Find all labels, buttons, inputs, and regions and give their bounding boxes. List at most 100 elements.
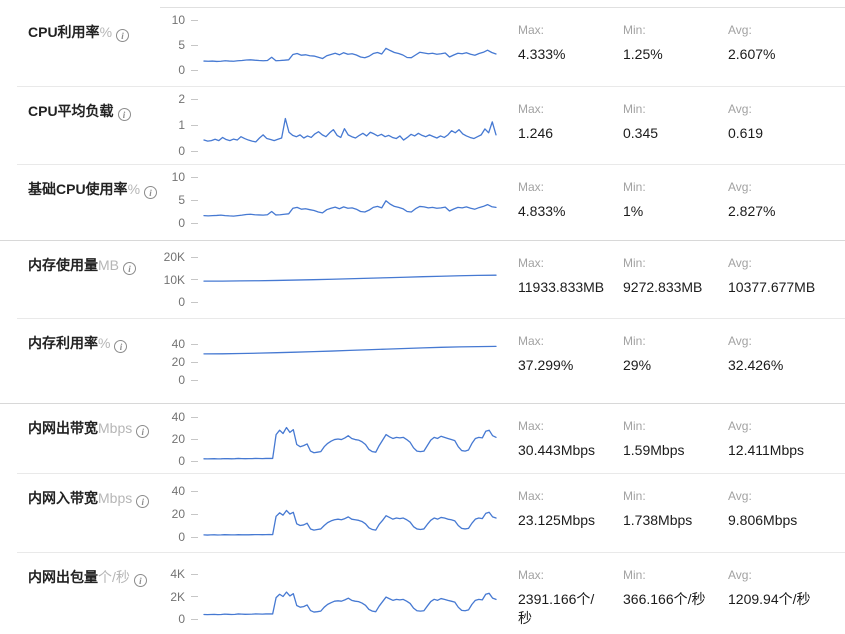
metric-label: 内存使用量MB i — [28, 240, 158, 275]
stat-min-label: Min: — [623, 180, 646, 194]
stat-avg: Avg: 12.411Mbps — [728, 403, 833, 460]
y-axis-tick: 10K — [164, 273, 198, 287]
y-axis-tick: 10 — [172, 170, 198, 184]
y-axis-tick-label: 0 — [178, 144, 185, 158]
stat-max-label: Max: — [518, 489, 545, 503]
info-icon[interactable]: i — [114, 340, 128, 353]
y-axis-tick-label: 5 — [178, 38, 185, 52]
y-axis-tick: 0 — [178, 295, 198, 309]
stat-max: Max: 23.125Mbps — [518, 473, 623, 530]
tick-dash — [191, 301, 198, 303]
info-icon[interactable]: i — [133, 574, 147, 587]
y-axis-tick-label: 0 — [178, 295, 185, 309]
sparkline-chart[interactable] — [204, 417, 496, 461]
stat-min-value: 1.25% — [623, 46, 663, 62]
metric-label: 基础CPU使用率% i — [28, 164, 158, 199]
metric-unit: % — [127, 181, 141, 197]
stat-min-value: 9272.833MB — [623, 279, 703, 295]
stat-max: Max: 11933.833MB — [518, 240, 623, 297]
tick-dash — [191, 416, 198, 418]
y-axis-tick: 20 — [172, 355, 198, 369]
y-axis-tick: 20 — [172, 507, 198, 521]
sparkline-chart[interactable] — [204, 574, 496, 619]
stat-min-label: Min: — [623, 256, 646, 270]
stat-max: Max: 2391.166个/秒 — [518, 552, 623, 628]
sparkline-svg — [204, 491, 496, 537]
y-axis-tick: 4K — [170, 567, 198, 581]
tick-dash — [191, 222, 198, 224]
stat-avg-label: Avg: — [728, 102, 752, 116]
metric-name: CPU利用率 — [28, 24, 100, 40]
tick-dash — [191, 124, 198, 126]
y-axis-tick: 20 — [172, 432, 198, 446]
y-axis: 10 5 0 — [158, 13, 204, 77]
y-axis-tick-label: 2K — [170, 589, 185, 604]
sparkline-line — [204, 428, 496, 459]
y-axis-tick-label: 40 — [171, 484, 185, 498]
metric-name: 内存利用率 — [28, 335, 98, 351]
stat-max-value: 37.299% — [518, 357, 574, 373]
info-icon[interactable]: i — [116, 29, 130, 42]
sparkline-line — [204, 346, 496, 354]
stat-max-label: Max: — [518, 568, 545, 582]
stat-min-label: Min: — [623, 334, 646, 348]
stat-min-value: 366.166个/秒 — [623, 591, 706, 607]
tick-dash — [191, 19, 198, 21]
y-axis-tick: 0 — [178, 373, 198, 387]
sparkline-svg — [204, 257, 496, 302]
stat-max-label: Max: — [518, 256, 545, 270]
tick-dash — [191, 176, 198, 178]
metric-row: 内存利用率% i 40 20 0 Max: 37.299% Min: 29% Av… — [0, 318, 845, 403]
metric-unit: Mbps — [98, 490, 133, 506]
panel-top-border — [160, 7, 845, 8]
stat-min-label: Min: — [623, 23, 646, 37]
y-axis-tick: 0 — [178, 63, 198, 77]
metric-name: 基础CPU使用率 — [28, 181, 128, 197]
metric-label: CPU利用率% i — [28, 7, 158, 42]
sparkline-chart[interactable] — [204, 20, 496, 70]
y-axis-tick-label: 0 — [178, 216, 185, 230]
y-axis-tick-label: 10 — [171, 13, 185, 27]
info-icon[interactable]: i — [123, 262, 136, 275]
y-axis: 4K 2K 0 — [158, 567, 204, 626]
tick-dash — [191, 256, 198, 258]
sparkline-svg — [204, 177, 496, 223]
stat-min-label: Min: — [623, 568, 646, 582]
y-axis: 40 20 0 — [158, 484, 204, 544]
y-axis-tick-label: 0 — [178, 530, 185, 544]
stat-max: Max: 37.299% — [518, 318, 623, 375]
metric-name: 内网入带宽 — [28, 490, 98, 506]
info-icon[interactable]: i — [117, 108, 131, 121]
stat-avg: Avg: 2.827% — [728, 164, 833, 221]
stat-avg-label: Avg: — [728, 419, 752, 433]
tick-dash — [191, 343, 198, 345]
info-icon[interactable]: i — [136, 495, 150, 508]
tick-dash — [191, 618, 198, 620]
sparkline-chart[interactable] — [204, 491, 496, 537]
y-axis-tick-label: 0 — [178, 373, 185, 387]
tick-dash — [191, 573, 198, 575]
stat-max-label: Max: — [518, 419, 545, 433]
y-axis-tick: 0 — [178, 144, 198, 158]
stat-max-value: 23.125Mbps — [518, 512, 596, 528]
sparkline-line — [204, 48, 496, 61]
stat-min-value: 1.738Mbps — [623, 512, 693, 528]
info-icon[interactable]: i — [136, 425, 150, 438]
info-icon[interactable]: i — [144, 186, 158, 199]
stat-min: Min: 29% — [623, 318, 728, 375]
y-axis-tick-label: 20 — [171, 355, 185, 369]
sparkline-chart[interactable] — [204, 99, 496, 151]
tick-dash — [191, 199, 198, 201]
metric-unit: MB — [98, 257, 119, 273]
stat-min-value: 1% — [623, 203, 644, 219]
stat-max-value: 1.246 — [518, 125, 554, 141]
sparkline-chart[interactable] — [204, 344, 496, 380]
sparkline-chart[interactable] — [204, 177, 496, 223]
y-axis-tick-label: 1 — [178, 118, 185, 132]
y-axis-tick-label: 40 — [171, 410, 185, 424]
sparkline-chart[interactable] — [204, 257, 496, 302]
stat-max-label: Max: — [518, 102, 545, 116]
tick-dash — [191, 596, 198, 597]
stat-min: Min: 1.738Mbps — [623, 473, 728, 530]
y-axis-tick-label: 20 — [171, 432, 185, 446]
